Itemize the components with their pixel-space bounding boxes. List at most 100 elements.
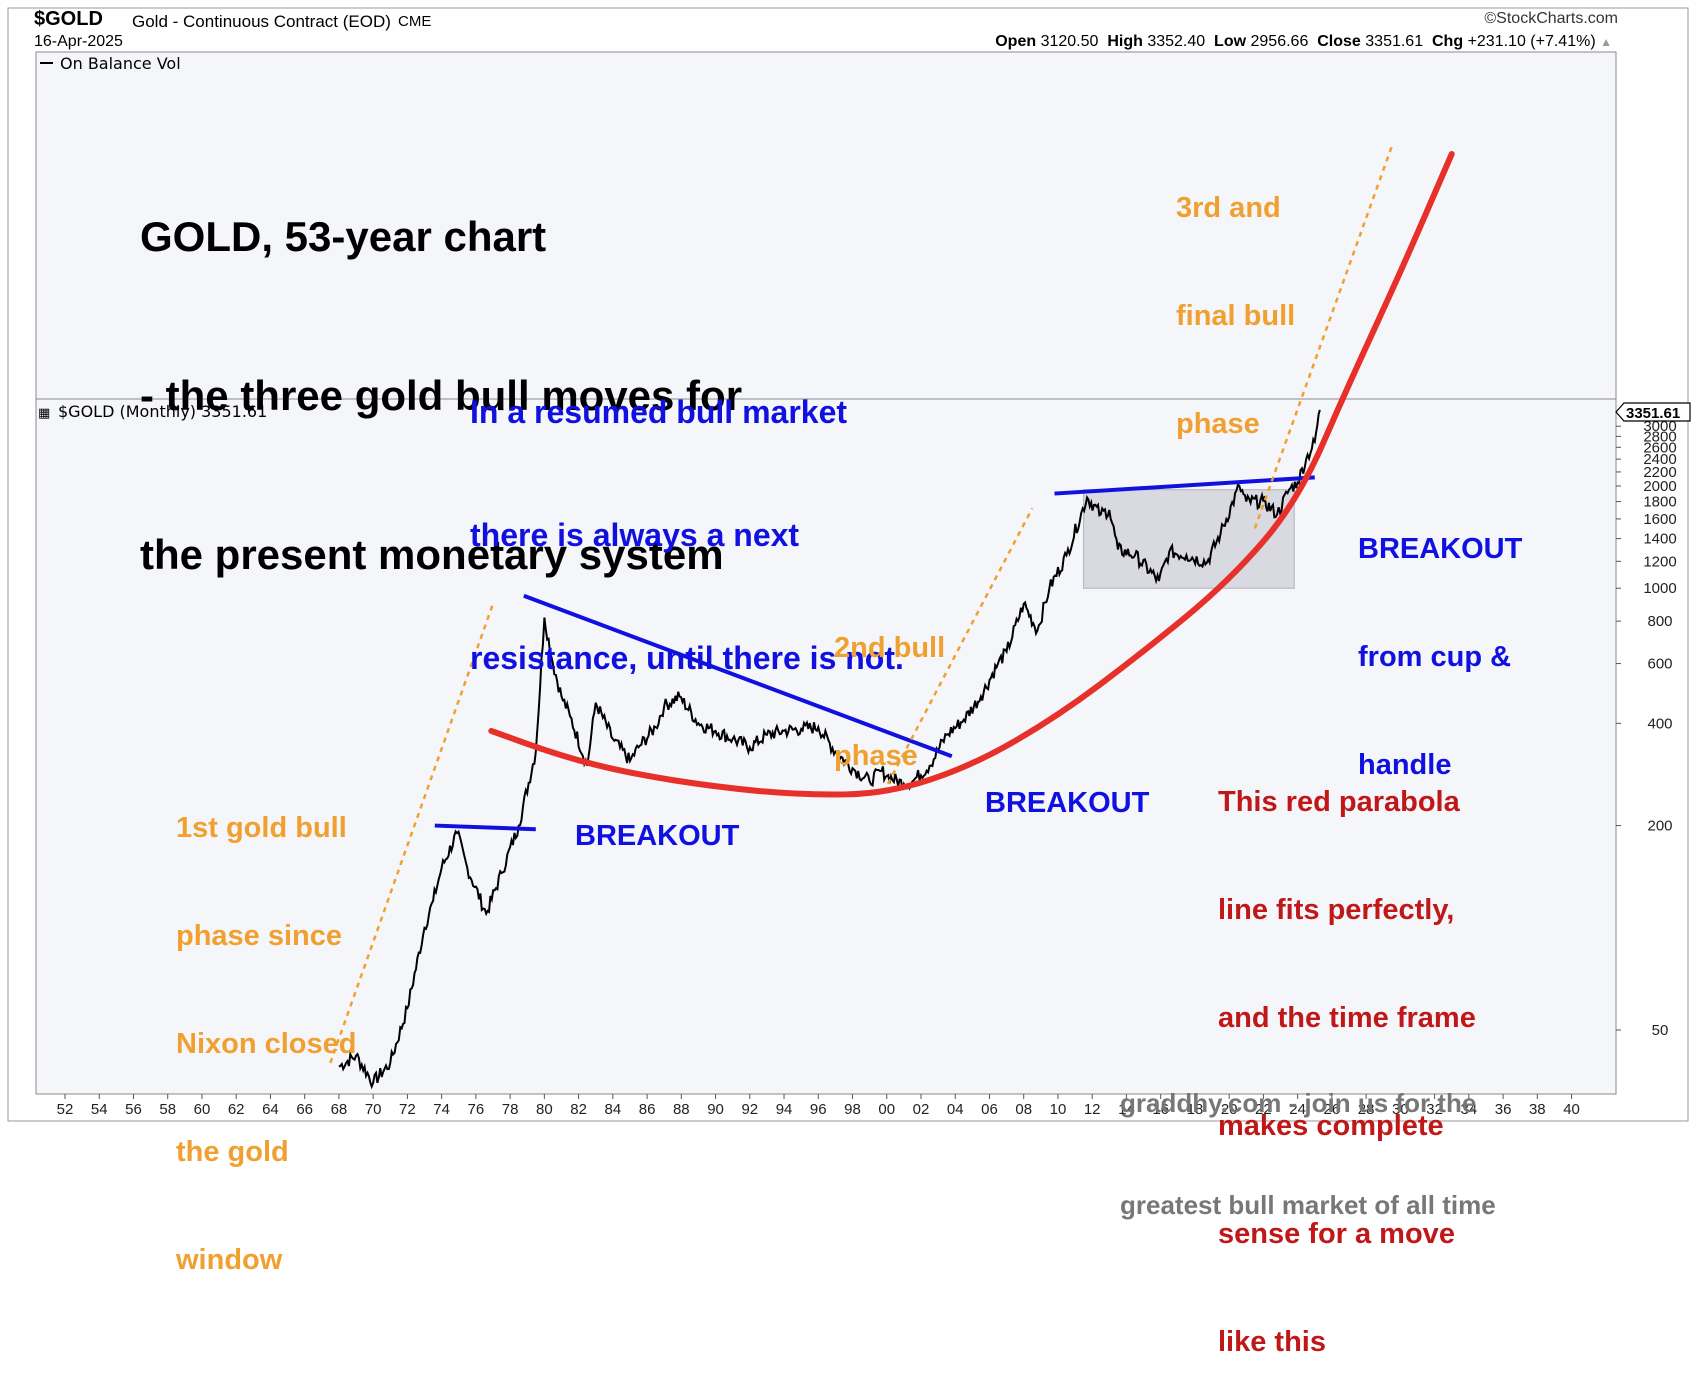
- x-tick-label: 38: [1529, 1101, 1546, 1118]
- parabola-line: like this: [1218, 1326, 1326, 1358]
- x-tick-label: 52: [57, 1101, 74, 1118]
- chart-title: GOLD, 53-year chart - the three gold bul…: [140, 104, 742, 634]
- x-tick-label: 14: [1118, 1101, 1135, 1118]
- x-tick-label: 04: [947, 1101, 964, 1118]
- price-panel-icon: ▦: [38, 406, 50, 421]
- title-line: GOLD, 53-year chart: [140, 213, 547, 260]
- y-tick-label: 3000: [1643, 418, 1676, 435]
- third-bull-line: final bull: [1176, 300, 1296, 332]
- gold-price-line: [338, 409, 1321, 1090]
- breakout-cup-line: handle: [1358, 749, 1452, 781]
- downtrend-line: [523, 593, 953, 759]
- parabola-line: line fits perfectly,: [1218, 894, 1455, 926]
- title-line: the present monetary system: [140, 531, 724, 578]
- x-tick-label: 72: [399, 1101, 416, 1118]
- x-tick-label: 66: [296, 1101, 313, 1118]
- breakout-label-2: BREAKOUT: [985, 787, 1150, 819]
- x-tick-label: 30: [1392, 1101, 1409, 1118]
- x-tick-label: 74: [433, 1101, 450, 1118]
- last-price-value: 3351.61: [1626, 405, 1680, 422]
- chart-svg: 52 54 56 58 60 62 64 66 68 70 72 74 76 78 80 82 84 86 88 90…: [7, 7, 1691, 1122]
- chg-value: +231.10 (+7.41%): [1467, 33, 1596, 50]
- first-bull-line: 1st gold bull: [176, 812, 347, 844]
- y-tick-label: 2600: [1643, 439, 1676, 456]
- x-tick-label: 64: [262, 1101, 279, 1118]
- x-tick-label: 62: [228, 1101, 245, 1118]
- credit-line: greatest bull market of all time: [1120, 1190, 1496, 1220]
- x-tick-label: 68: [331, 1101, 348, 1118]
- first-bull-line: window: [176, 1244, 283, 1276]
- second-bull-note: 2nd bull phase: [834, 558, 945, 810]
- last-price-tag: [1615, 402, 1691, 422]
- third-bull-note: 3rd and final bull phase: [1176, 118, 1295, 478]
- copyright: ©StockCharts.com: [1484, 10, 1618, 27]
- x-tick-label: 02: [913, 1101, 930, 1118]
- second-bull-line: phase: [834, 740, 918, 772]
- x-tick-label: 20: [1221, 1101, 1238, 1118]
- indicator-panel: [35, 51, 1617, 400]
- phase2-trend: [882, 507, 1034, 794]
- high-label: High: [1107, 33, 1143, 50]
- x-tick-label: 36: [1495, 1101, 1512, 1118]
- credit-line: graddhy.com - join us for the: [1120, 1088, 1477, 1118]
- x-tick-label: 76: [468, 1101, 485, 1118]
- up-triangle-icon: ▲: [1600, 35, 1612, 49]
- x-tick-label: 24: [1289, 1101, 1306, 1118]
- indicator-label: On Balance Vol: [60, 54, 181, 73]
- y-tick-label: 600: [1647, 656, 1672, 673]
- title-line: - the three gold bull moves for: [140, 372, 743, 419]
- x-tick-label: 00: [878, 1101, 895, 1118]
- x-tick-label: 94: [776, 1101, 793, 1118]
- x-tick-label: 08: [1015, 1101, 1032, 1118]
- credit-note: graddhy.com - join us for the greatest b…: [1120, 1018, 1496, 1256]
- open-value: 3120.50: [1040, 33, 1099, 50]
- close-value: 3351.61: [1365, 33, 1424, 50]
- y-tick-label: 800: [1647, 613, 1672, 630]
- x-tick-label: 88: [673, 1101, 690, 1118]
- phase1-trend: [329, 603, 495, 1064]
- y-tick-label: 200: [1647, 818, 1672, 835]
- low-value: 2956.66: [1250, 33, 1309, 50]
- y-tick-label: 2400: [1643, 451, 1676, 468]
- third-bull-line: phase: [1176, 408, 1260, 440]
- x-tick-label: 98: [844, 1101, 861, 1118]
- chart-date: 16-Apr-2025: [34, 33, 123, 50]
- breakout-label-1: BREAKOUT: [575, 820, 740, 852]
- third-bull-line: 3rd and: [1176, 192, 1281, 224]
- x-tick-label: 34: [1460, 1101, 1477, 1118]
- high-value: 3352.40: [1147, 33, 1206, 50]
- low-label: Low: [1214, 33, 1247, 50]
- resumed-line: there is always a next: [470, 517, 800, 553]
- x-tick-label: 90: [707, 1101, 724, 1118]
- first-bull-line: phase since: [176, 920, 343, 952]
- chg-label: Chg: [1432, 33, 1464, 50]
- y-tick-label: 2000: [1643, 478, 1676, 495]
- y-tick-label: 2800: [1643, 428, 1676, 445]
- resumed-line: resistance, until there is not.: [470, 640, 904, 676]
- y-tick-label: 1200: [1643, 553, 1676, 570]
- x-tick-label: 58: [159, 1101, 176, 1118]
- x-tick-label: 16: [1152, 1101, 1169, 1118]
- y-tick-label: 1600: [1643, 511, 1676, 528]
- breakout-cup-line: from cup &: [1358, 641, 1512, 673]
- symbol: $GOLD: [34, 8, 103, 30]
- x-tick-label: 18: [1187, 1101, 1204, 1118]
- first-bull-note: 1st gold bull phase since Nixon closed t…: [176, 738, 357, 1314]
- x-tick-label: 56: [125, 1101, 142, 1118]
- x-tick-label: 26: [1324, 1101, 1341, 1118]
- first-bull-line: the gold: [176, 1136, 289, 1168]
- x-tick-label: 06: [981, 1101, 998, 1118]
- y-tick-label: 50: [1652, 1022, 1669, 1039]
- x-tick-label: 32: [1426, 1101, 1443, 1118]
- y-tick-label: 1000: [1643, 580, 1676, 597]
- resumed-line: In a resumed bull market: [470, 394, 848, 430]
- breakout-cup-note: BREAKOUT from cup & handle: [1358, 459, 1522, 819]
- x-tick-label: 92: [741, 1101, 758, 1118]
- x-tick-label: 86: [639, 1101, 656, 1118]
- x-tick-label: 28: [1358, 1101, 1375, 1118]
- exchange: CME: [398, 13, 432, 30]
- x-tick-label: 96: [810, 1101, 827, 1118]
- phase3-trend: [1253, 146, 1393, 529]
- red-parabola: [488, 151, 1455, 798]
- ohlc-bar: Open 3120.50 High 3352.40 Low 2956.66 Cl…: [995, 33, 1612, 51]
